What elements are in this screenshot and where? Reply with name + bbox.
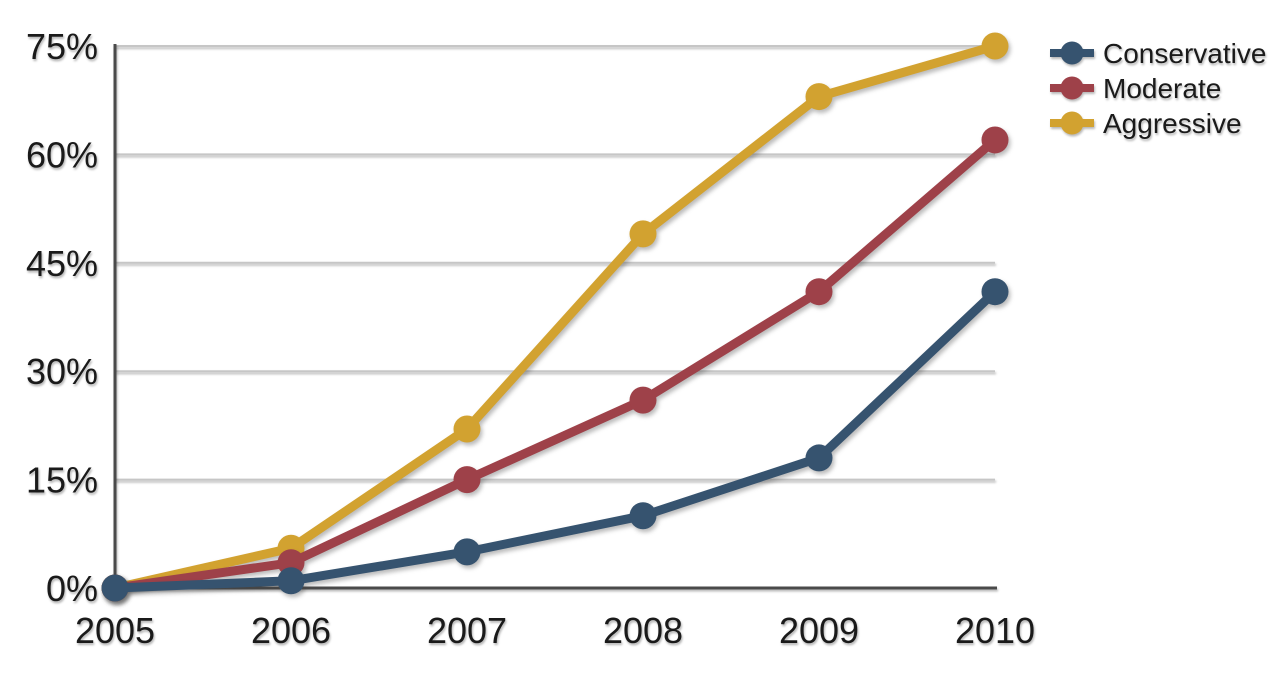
y-tick-label: 45% [26, 243, 98, 284]
data-point [453, 415, 481, 443]
series-aggressive [101, 32, 1009, 602]
data-point [981, 32, 1009, 60]
data-point [981, 278, 1009, 306]
y-tick-label: 0% [46, 568, 98, 609]
y-axis-labels-group: 0% 15% 30% 45% 60% 75% [26, 26, 98, 609]
data-point [805, 83, 833, 111]
gridlines-group [115, 45, 995, 481]
axes-group [113, 44, 997, 590]
legend-marker-icon [1050, 111, 1094, 135]
series-group [101, 32, 1009, 602]
data-point [629, 220, 657, 248]
legend: Conservative Moderate Aggressive [1050, 38, 1266, 139]
x-tick-label: 2009 [779, 610, 859, 651]
series-line-aggressive [110, 41, 1000, 593]
data-point [629, 386, 657, 414]
legend-item-conservative: Conservative [1050, 38, 1266, 69]
data-point [629, 502, 657, 530]
x-tick-label: 2007 [427, 610, 507, 651]
legend-marker-dot [1060, 76, 1084, 100]
series-line-conservative [110, 287, 1000, 593]
y-tick-label: 75% [26, 26, 98, 67]
legend-marker-icon [1050, 41, 1094, 65]
data-point [453, 538, 481, 566]
legend-item-moderate: Moderate [1050, 73, 1221, 104]
x-axis-labels-group: 2005 2006 2007 2008 2009 2010 [75, 610, 1035, 651]
data-point [101, 574, 129, 602]
legend-label: Conservative [1103, 38, 1266, 69]
legend-label: Moderate [1103, 73, 1221, 104]
y-tick-label: 15% [26, 460, 98, 501]
x-tick-label: 2008 [603, 610, 683, 651]
y-tick-label: 30% [26, 351, 98, 392]
legend-item-aggressive: Aggressive [1050, 108, 1242, 139]
legend-marker-dot [1060, 41, 1084, 65]
series-conservative [101, 278, 1009, 602]
data-point [805, 444, 833, 472]
data-point [277, 567, 305, 595]
legend-label: Aggressive [1103, 108, 1242, 139]
x-tick-label: 2010 [955, 610, 1035, 651]
data-point [981, 126, 1009, 154]
x-tick-label: 2006 [251, 610, 331, 651]
series-line-moderate [110, 135, 1000, 593]
data-point [453, 466, 481, 494]
legend-marker-dot [1060, 111, 1084, 135]
data-point [805, 278, 833, 306]
legend-marker-icon [1050, 76, 1094, 100]
y-tick-label: 60% [26, 134, 98, 175]
x-tick-label: 2005 [75, 610, 155, 651]
